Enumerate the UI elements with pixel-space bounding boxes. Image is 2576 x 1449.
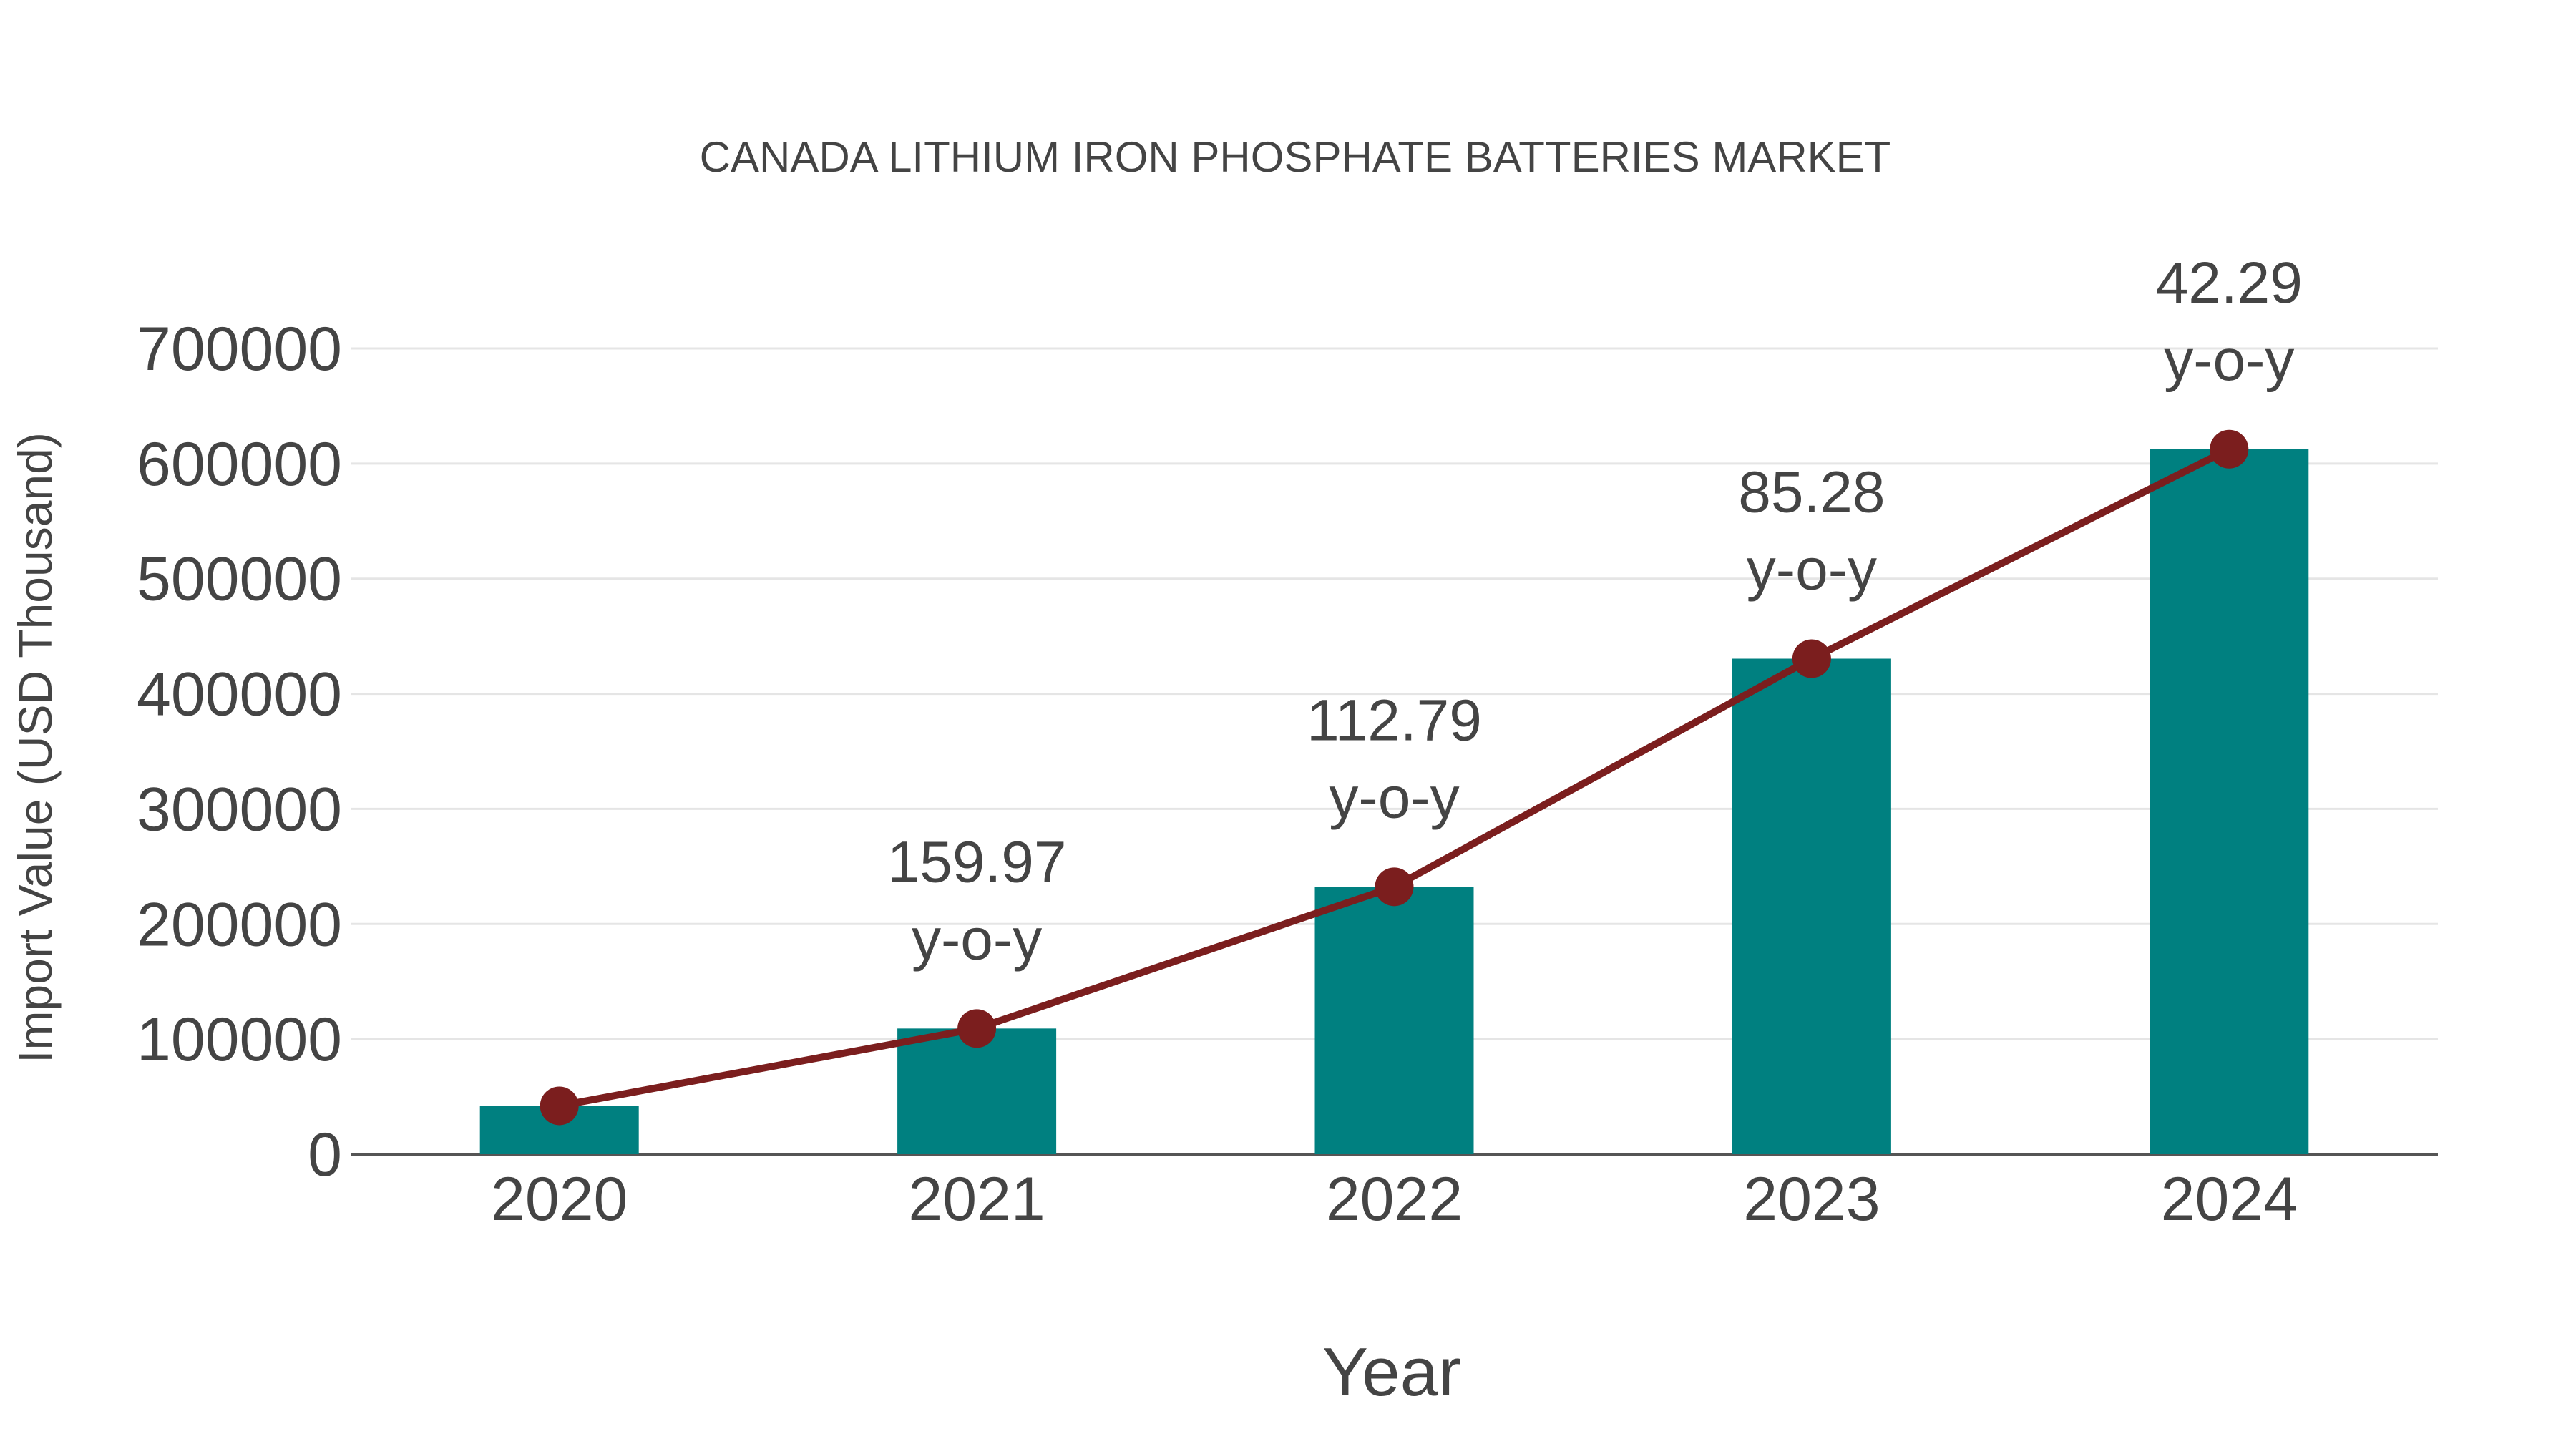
bar-2021	[897, 1028, 1057, 1154]
gridlines	[351, 347, 2438, 1156]
x-tick-label: 2021	[908, 1165, 1045, 1234]
y-tick-label: 200000	[137, 890, 342, 959]
y-tick-label: 700000	[137, 315, 342, 384]
trend-point-2024	[2210, 429, 2249, 469]
chart-title: CANADA LITHIUM IRON PHOSPHATE BATTERIES …	[700, 133, 1891, 181]
yoy-value: 85.28	[1738, 460, 1885, 525]
annotations: 159.97 y-o-y 112.79 y-o-y 85.28 y-o-y 42.29 y-o…	[887, 250, 2303, 972]
y-tick-label: 300000	[137, 775, 342, 844]
bar-2024	[2150, 449, 2309, 1154]
bar-2022	[1314, 887, 1474, 1154]
yoy-value: 112.79	[1307, 688, 1482, 753]
y-axis-label: Import Value (USD Thousand)	[9, 432, 62, 1063]
trend-line	[540, 429, 2249, 1126]
trend-point-2021	[957, 1009, 997, 1048]
yoy-suffix: y-o-y	[1747, 537, 1877, 602]
y-tick-label: 100000	[137, 1005, 342, 1074]
trend-point-2023	[1792, 639, 1831, 678]
x-tick-label: 2024	[2161, 1165, 2298, 1234]
yoy-suffix: y-o-y	[1329, 765, 1459, 830]
bars	[479, 449, 2309, 1154]
y-tick-label: 500000	[137, 545, 342, 614]
trend-point-2020	[540, 1086, 579, 1126]
bar-2023	[1732, 658, 1891, 1154]
yoy-value: 42.29	[2156, 250, 2303, 316]
x-tick-label: 2022	[1326, 1165, 1463, 1234]
yoy-suffix: y-o-y	[912, 907, 1042, 972]
x-tick-label: 2023	[1743, 1165, 1880, 1234]
yoy-suffix: y-o-y	[2164, 328, 2294, 393]
trend-point-2022	[1375, 867, 1414, 907]
y-axis-ticks: 0 100000 200000 300000 400000 500000 600000 700…	[137, 315, 342, 1189]
y-tick-label: 0	[308, 1121, 342, 1189]
yoy-value: 159.97	[887, 829, 1067, 894]
x-axis-ticks: 2020 2021 2022 2023 2024	[491, 1165, 2298, 1234]
x-tick-label: 2020	[491, 1165, 628, 1234]
y-tick-label: 600000	[137, 430, 342, 499]
x-axis-label: Year	[1322, 1334, 1461, 1410]
y-tick-label: 400000	[137, 660, 342, 729]
